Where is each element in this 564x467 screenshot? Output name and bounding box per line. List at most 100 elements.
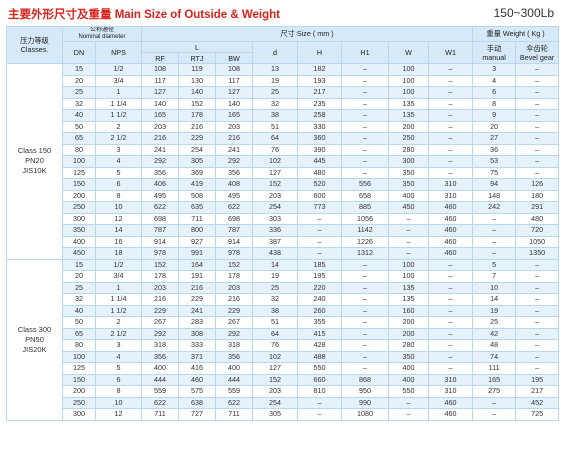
cell-h1: – [341,258,389,271]
cell-nps: 6 [95,373,142,386]
cell-h1: – [341,86,389,99]
header-w1: W1 [427,41,474,64]
cell-weight-bevel-gear: 180 [515,189,560,202]
cell-l-rf: 559 [141,385,179,398]
cell-h1: 1312 [341,247,389,260]
cell-d: 336 [252,224,298,237]
title-bar: 主要外形尺寸及重量 Main Size of Outside & Weight … [6,4,558,24]
cell-l-rf: 400 [141,362,179,375]
cell-h1: – [341,143,389,156]
cell-w1: – [427,270,474,283]
cell-d: 387 [252,235,298,248]
table-body: Class 150 PN20 JIS10K 15 1/2 108 119 108 13 182–1… [6,63,560,421]
cell-w: 350 [388,178,429,191]
cell-l-bw: 108 [215,63,253,76]
cell-nps: 2 1/2 [95,132,142,145]
cell-nps: 1 1/4 [95,97,142,110]
cell-w1: – [427,327,474,340]
cell-weight-manual: 4 [472,74,517,87]
cell-dn: 65 [62,327,96,340]
header-w: W [388,41,429,64]
table-row: 20 3/4 178 191 178 19 195–100–7– [7,270,560,283]
cell-weight-bevel-gear: – [515,109,560,122]
cell-h1: – [341,155,389,168]
cell-l-rtj: 191 [178,270,216,283]
cell-l-rtj: 308 [178,327,216,340]
cell-d: 127 [252,166,298,179]
cell-d: 51 [252,120,298,133]
cell-h1: – [341,120,389,133]
cell-weight-bevel-gear: 1050 [515,235,560,248]
cell-d: 19 [252,270,298,283]
cell-l-rtj: 152 [178,97,216,110]
cell-weight-bevel-gear: – [515,304,560,317]
cell-h1: – [341,293,389,306]
cell-h: 240 [297,293,342,306]
cell-l-rf: 711 [141,408,179,421]
cell-dn: 350 [62,224,96,237]
cell-w1: – [427,293,474,306]
cell-w1: – [427,304,474,317]
cell-l-rtj: 369 [178,166,216,179]
table-row: 150 6 444 460 444 152 660 868 400 310 165 195 [7,373,560,386]
cell-dn: 100 [62,350,96,363]
header-d: d [252,41,298,64]
cell-l-rtj: 991 [178,247,216,260]
cell-weight-bevel-gear: – [515,339,560,352]
table-row: 150 6 406 419 408 152 520 556 350 310 94 126 [7,178,560,191]
cell-l-bw: 178 [215,270,253,283]
cell-l-bw: 356 [215,350,253,363]
cell-h1: 658 [341,189,389,202]
cell-w: 160 [388,304,429,317]
cell-l-rtj: 635 [178,201,216,214]
cell-nps: 8 [95,385,142,398]
class-label-cell: Class 300 PN50 JIS20K [6,258,63,421]
cell-h: 217 [297,86,342,99]
cell-nps: 14 [95,224,142,237]
cell-nps: 6 [95,178,142,191]
cell-weight-bevel-gear: 720 [515,224,560,237]
table-row: 65 2 1/2 216 229 216 64 360–250–27– [7,132,560,145]
cell-d: 303 [252,212,298,225]
cell-weight-bevel-gear: 291 [515,201,560,214]
cell-w: – [388,224,429,237]
header-rtj: RTJ [178,52,216,64]
cell-weight-manual: 74 [472,350,517,363]
cell-l-rtj: 216 [178,281,216,294]
cell-w1: 460 [427,247,474,260]
cell-l-bw: 127 [215,86,253,99]
cell-l-rf: 165 [141,109,179,122]
cell-l-rtj: 229 [178,293,216,306]
cell-h: 235 [297,97,342,110]
cell-weight-bevel-gear: 1350 [515,247,560,260]
cell-w: 250 [388,132,429,145]
cell-w: – [388,235,429,248]
cell-weight-bevel-gear: 195 [515,373,560,386]
cell-w1: – [427,362,474,375]
cell-nps: 8 [95,189,142,202]
table-row: 50 2 203 216 203 51 330–200–20– [7,120,560,133]
cell-h: 182 [297,63,342,76]
cell-nps: 5 [95,166,142,179]
cell-weight-bevel-gear: 217 [515,385,560,398]
cell-l-rf: 267 [141,316,179,329]
cell-l-bw: 356 [215,166,253,179]
cell-dn: 100 [62,155,96,168]
cell-h1: – [341,63,389,76]
cell-w1: 460 [427,224,474,237]
cell-w: – [388,408,429,421]
header-h: H [297,41,342,64]
cell-w1: – [427,155,474,168]
cell-weight-manual: – [472,408,517,421]
cell-d: 152 [252,373,298,386]
cell-w1: 310 [427,373,474,386]
cell-d: 152 [252,178,298,191]
cell-h1: 1226 [341,235,389,248]
cell-weight-bevel-gear: – [515,132,560,145]
cell-h1: 868 [341,373,389,386]
cell-d: 64 [252,327,298,340]
table-row: 250 10 622 635 622 254 773 885 450 460 242 291 [7,201,560,214]
cell-weight-manual: 10 [472,281,517,294]
cell-w1: – [427,166,474,179]
cell-w: 550 [388,385,429,398]
